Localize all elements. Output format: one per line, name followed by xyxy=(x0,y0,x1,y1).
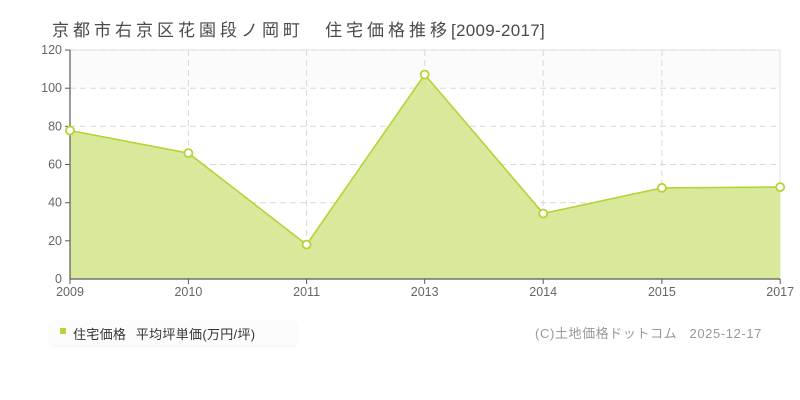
svg-text:120: 120 xyxy=(41,43,62,57)
svg-text:2010: 2010 xyxy=(174,285,202,299)
svg-text:2014: 2014 xyxy=(529,285,557,299)
svg-text:2015: 2015 xyxy=(648,285,676,299)
svg-text:2011: 2011 xyxy=(293,285,320,299)
svg-text:80: 80 xyxy=(48,119,62,133)
svg-text:20: 20 xyxy=(48,234,62,248)
svg-text:100: 100 xyxy=(41,81,62,95)
svg-text:2017: 2017 xyxy=(766,285,794,299)
svg-text:2009: 2009 xyxy=(56,285,84,299)
svg-text:0: 0 xyxy=(55,272,62,286)
svg-text:60: 60 xyxy=(48,158,62,172)
svg-text:2013: 2013 xyxy=(411,285,439,299)
svg-text:40: 40 xyxy=(48,196,62,210)
